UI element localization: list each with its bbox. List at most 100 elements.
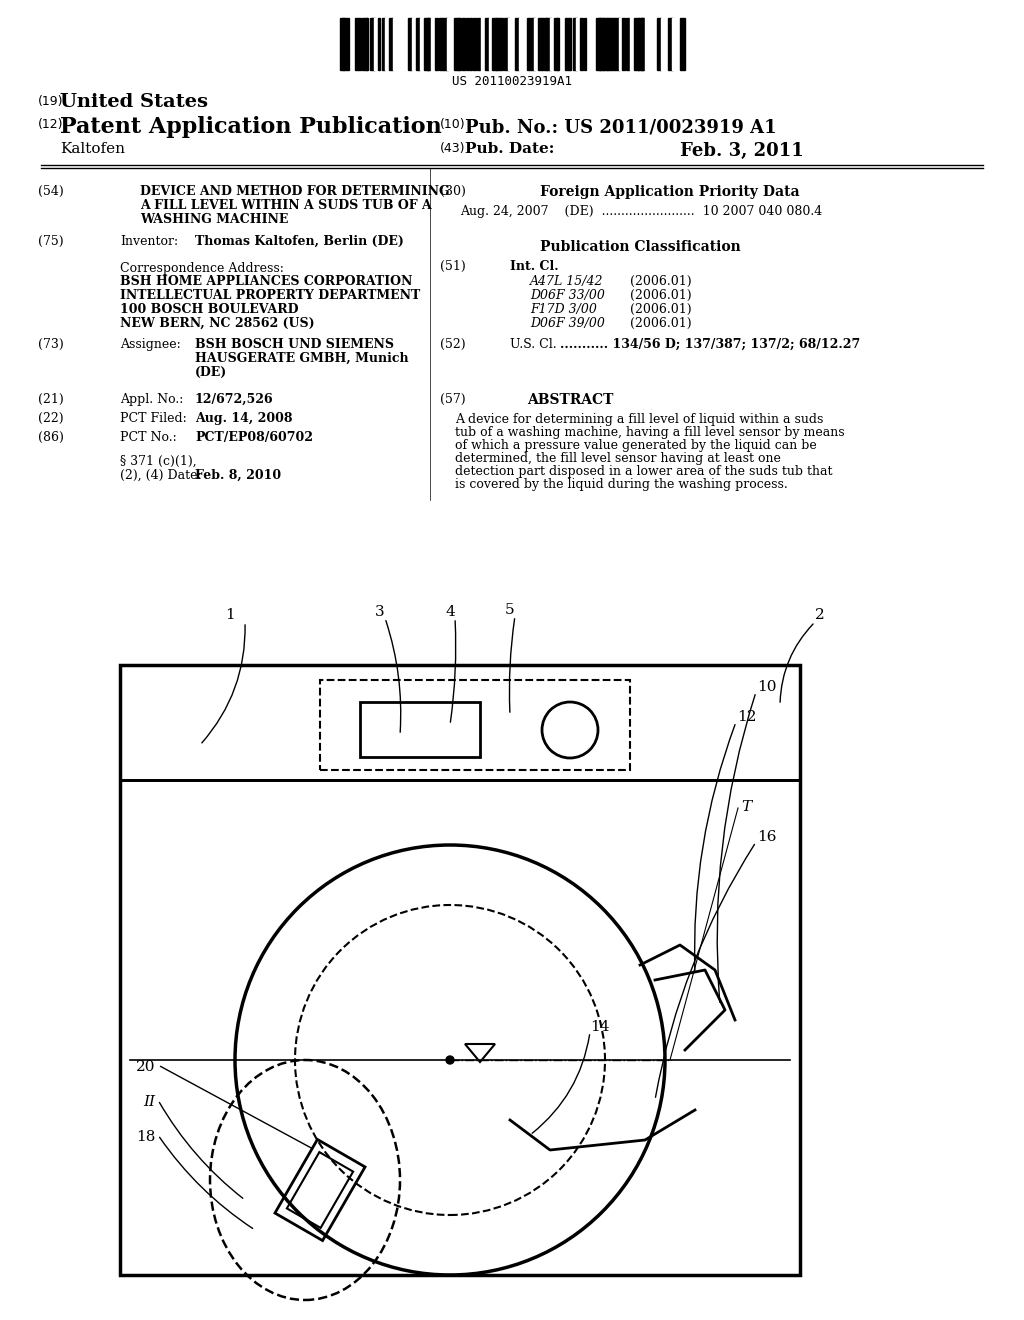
Text: (57): (57) [440, 393, 466, 407]
Text: 3: 3 [375, 605, 385, 619]
Bar [573, 18, 577, 70]
Text: (2), (4) Date:: (2), (4) Date: [120, 469, 202, 482]
Text: 5: 5 [505, 603, 515, 616]
Text: NEW BERN, NC 28562 (US): NEW BERN, NC 28562 (US) [120, 317, 314, 330]
Bar [584, 18, 586, 70]
Text: (21): (21) [38, 393, 63, 407]
Text: Foreign Application Priority Data: Foreign Application Priority Data [540, 185, 800, 199]
Bar [412, 18, 414, 70]
Text: Int. Cl.: Int. Cl. [510, 260, 559, 273]
Bar [512, 18, 514, 70]
Bar [435, 18, 438, 70]
Bar [454, 18, 459, 70]
Text: is covered by the liquid during the washing process.: is covered by the liquid during the wash… [455, 478, 787, 491]
Bar [508, 18, 510, 70]
Text: PCT Filed:: PCT Filed: [120, 412, 186, 425]
Bar [653, 18, 655, 70]
Bar [546, 18, 551, 70]
Text: PCT No.:: PCT No.: [120, 432, 177, 444]
Text: determined, the fill level sensor having at least one: determined, the fill level sensor having… [455, 451, 781, 465]
Text: Pub. No.: US 2011/0023919 A1: Pub. No.: US 2011/0023919 A1 [465, 117, 776, 136]
Circle shape [446, 1056, 454, 1064]
Text: ........... 134/56 D; 137/387; 137/2; 68/12.27: ........... 134/56 D; 137/387; 137/2; 68… [560, 338, 860, 351]
Bar [397, 18, 402, 70]
Text: Feb. 8, 2010: Feb. 8, 2010 [195, 469, 282, 482]
Bar [287, 1152, 353, 1228]
Text: (73): (73) [38, 338, 63, 351]
Bar [626, 18, 629, 70]
Text: (DE): (DE) [195, 366, 227, 379]
Text: Inventor:: Inventor: [120, 235, 178, 248]
Bar [580, 18, 583, 70]
Bar [274, 1139, 366, 1241]
Bar [343, 18, 347, 70]
Bar [319, 680, 630, 770]
Bar [347, 18, 349, 70]
Text: Kaltofen: Kaltofen [60, 143, 125, 156]
Text: § 371 (c)(1),: § 371 (c)(1), [120, 455, 197, 469]
Text: (30): (30) [440, 185, 466, 198]
Bar [596, 18, 601, 70]
Text: 20: 20 [135, 1060, 155, 1074]
Text: 1: 1 [225, 609, 234, 622]
Text: INTELLECTUAL PROPERTY DEPARTMENT: INTELLECTUAL PROPERTY DEPARTMENT [120, 289, 420, 302]
Bar [431, 18, 433, 70]
Text: 16: 16 [757, 830, 776, 843]
Text: F17D 3/00: F17D 3/00 [530, 304, 597, 315]
Text: D06F 33/00: D06F 33/00 [530, 289, 605, 302]
Bar [462, 18, 465, 70]
Text: United States: United States [60, 92, 208, 111]
Text: (19): (19) [38, 95, 63, 108]
Bar [378, 18, 380, 70]
Text: 14: 14 [590, 1020, 609, 1034]
Bar [680, 18, 685, 70]
Text: T: T [741, 800, 752, 814]
Text: (43): (43) [440, 143, 466, 154]
Text: Aug. 24, 2007    (DE)  ........................  10 2007 040 080.4: Aug. 24, 2007 (DE) .....................… [460, 205, 822, 218]
Bar [500, 18, 503, 70]
Bar [519, 18, 521, 70]
Bar [120, 665, 800, 780]
Bar [393, 18, 396, 70]
Bar [615, 18, 620, 70]
Text: (51): (51) [440, 260, 466, 273]
Bar [542, 18, 547, 70]
Bar [561, 18, 566, 70]
Bar [366, 18, 368, 70]
Text: WASHING MACHINE: WASHING MACHINE [140, 213, 289, 226]
Bar [416, 18, 420, 70]
Text: (2006.01): (2006.01) [630, 317, 691, 330]
Bar [603, 18, 608, 70]
Text: (2006.01): (2006.01) [630, 289, 691, 302]
Bar [672, 18, 675, 70]
Bar [599, 18, 604, 70]
Bar [588, 18, 591, 70]
Text: 12/672,526: 12/672,526 [195, 393, 273, 407]
Bar [634, 18, 639, 70]
Bar [645, 18, 648, 70]
Text: (86): (86) [38, 432, 63, 444]
Bar [485, 18, 489, 70]
Bar [404, 18, 407, 70]
Bar [557, 18, 559, 70]
Text: 2: 2 [815, 609, 825, 622]
Bar [424, 18, 429, 70]
Bar [649, 18, 651, 70]
Bar [496, 18, 500, 70]
Text: 18: 18 [135, 1130, 155, 1144]
Text: II: II [143, 1096, 155, 1109]
Bar [550, 18, 552, 70]
Text: 100 BOSCH BOULEVARD: 100 BOSCH BOULEVARD [120, 304, 299, 315]
Bar [469, 18, 472, 70]
Bar [458, 18, 461, 70]
Text: tub of a washing machine, having a fill level sensor by means: tub of a washing machine, having a fill … [455, 426, 845, 440]
Text: ABSTRACT: ABSTRACT [526, 393, 613, 407]
Bar [641, 18, 644, 70]
Text: 12: 12 [737, 710, 757, 723]
Text: PCT/EP08/60702: PCT/EP08/60702 [195, 432, 313, 444]
Text: Publication Classification: Publication Classification [540, 240, 740, 253]
Text: 10: 10 [757, 680, 776, 694]
Bar [523, 18, 528, 70]
Text: Feb. 3, 2011: Feb. 3, 2011 [680, 143, 804, 160]
Bar [569, 18, 571, 70]
